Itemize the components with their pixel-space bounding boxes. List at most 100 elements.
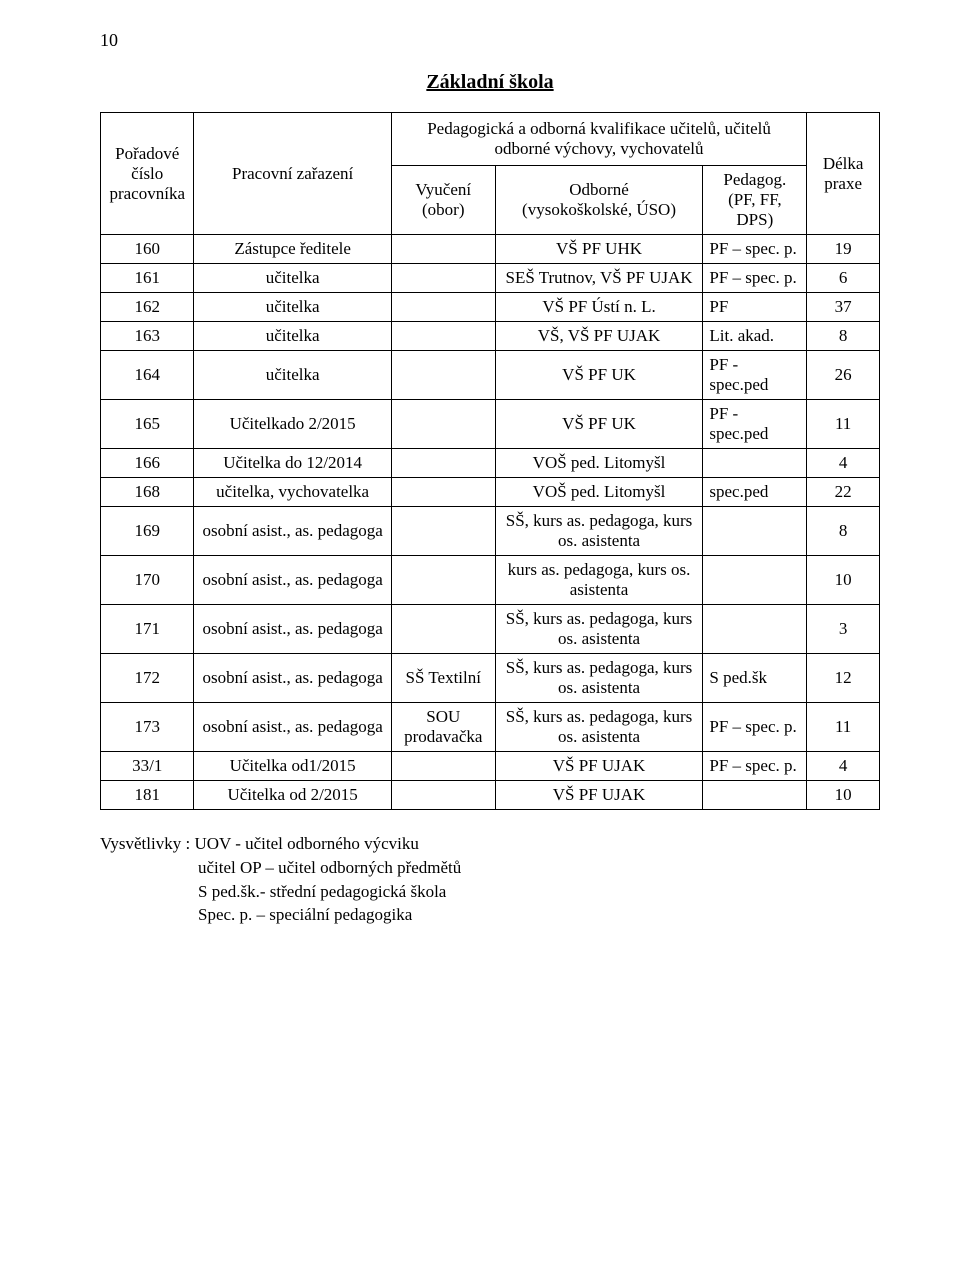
cell-number: 166 — [101, 449, 194, 478]
page-title: Základní škola — [100, 71, 880, 94]
cell-pedagogic — [703, 507, 807, 556]
table-row: 164učitelkaVŠ PF UKPF - spec.ped26 — [101, 351, 880, 400]
cell-qualification: VŠ PF UK — [495, 400, 703, 449]
table-row: 173osobní asist., as. pedagogaSOU prodav… — [101, 703, 880, 752]
cell-number: 171 — [101, 605, 194, 654]
header-text: Odborné — [569, 180, 628, 199]
legend: Vysvětlivky : UOV - učitel odborného výc… — [100, 832, 880, 927]
table-row: 161učitelka SEŠ Trutnov, VŠ PF UJAKPF – s… — [101, 264, 880, 293]
cell-pedagogic: Lit. akad. — [703, 322, 807, 351]
cell-position: učitelka, vychovatelka — [194, 478, 391, 507]
cell-training — [391, 351, 495, 400]
cell-position: učitelka — [194, 351, 391, 400]
legend-line: Spec. p. – speciální pedagogika — [100, 903, 880, 927]
cell-training — [391, 400, 495, 449]
cell-qualification: SŠ, kurs as. pedagoga, kurs os. asistent… — [495, 605, 703, 654]
cell-number: 172 — [101, 654, 194, 703]
cell-number: 169 — [101, 507, 194, 556]
header-row-1: Pořadové číslo pracovníka Pracovní zařaz… — [101, 113, 880, 166]
table-row: 168učitelka, vychovatelkaVOŠ ped. Litomy… — [101, 478, 880, 507]
cell-experience: 3 — [807, 605, 880, 654]
cell-experience: 6 — [807, 264, 880, 293]
cell-pedagogic: PF - spec.ped — [703, 351, 807, 400]
cell-position: učitelka — [194, 264, 391, 293]
cell-qualification: SŠ, kurs as. pedagoga, kurs os. asistent… — [495, 703, 703, 752]
cell-experience: 11 — [807, 703, 880, 752]
table-row: 170osobní asist., as. pedagoga kurs as. p… — [101, 556, 880, 605]
header-text: (obor) — [422, 200, 464, 219]
cell-number: 162 — [101, 293, 194, 322]
cell-position: osobní asist., as. pedagoga — [194, 605, 391, 654]
cell-experience: 11 — [807, 400, 880, 449]
cell-training — [391, 264, 495, 293]
cell-number: 170 — [101, 556, 194, 605]
legend-line: Vysvětlivky : UOV - učitel odborného výc… — [100, 832, 880, 856]
cell-pedagogic: PF - spec.ped — [703, 400, 807, 449]
header-text: Délka — [823, 154, 864, 173]
cell-number: 173 — [101, 703, 194, 752]
table-row: 171osobní asist., as. pedagoga SŠ, kurs a… — [101, 605, 880, 654]
table-row: 163učitelkaVŠ, VŠ PF UJAKLit. akad.8 — [101, 322, 880, 351]
cell-position: Zástupce ředitele — [194, 235, 391, 264]
cell-pedagogic — [703, 556, 807, 605]
cell-training — [391, 556, 495, 605]
legend-line: učitel OP – učitel odborných předmětů — [100, 856, 880, 880]
header-text: DPS) — [736, 210, 773, 229]
cell-experience: 8 — [807, 322, 880, 351]
header-text: Pedagogická a odborná kvalifikace učitel… — [427, 119, 771, 158]
cell-position: Učitelka od1/2015 — [194, 752, 391, 781]
cell-qualification: SŠ, kurs as. pedagoga, kurs os. asistent… — [495, 654, 703, 703]
cell-qualification: VŠ PF UJAK — [495, 781, 703, 810]
header-col4: Odborné (vysokoškolské, ÚSO) — [495, 166, 703, 235]
table-row: 162učitelkaVŠ PF Ústí n. L.PF37 — [101, 293, 880, 322]
header-text: Pořadové — [115, 144, 179, 163]
cell-qualification: kurs as. pedagoga, kurs os. asistenta — [495, 556, 703, 605]
page-number: 10 — [100, 30, 880, 51]
header-text: praxe — [824, 174, 862, 193]
header-text: Pedagog. — [723, 170, 786, 189]
table-row: 172osobní asist., as. pedagogaSŠ Textiln… — [101, 654, 880, 703]
cell-pedagogic: S ped.šk — [703, 654, 807, 703]
cell-pedagogic: PF – spec. p. — [703, 264, 807, 293]
cell-position: osobní asist., as. pedagoga — [194, 556, 391, 605]
cell-training — [391, 507, 495, 556]
cell-experience: 4 — [807, 449, 880, 478]
cell-number: 164 — [101, 351, 194, 400]
header-col2: Pracovní zařazení — [194, 113, 391, 235]
cell-qualification: VŠ PF UHK — [495, 235, 703, 264]
cell-training — [391, 322, 495, 351]
cell-qualification: VŠ, VŠ PF UJAK — [495, 322, 703, 351]
table-row: 165Učitelkado 2/2015VŠ PF UKPF - spec.pe… — [101, 400, 880, 449]
cell-experience: 37 — [807, 293, 880, 322]
cell-qualification: VOŠ ped. Litomyšl — [495, 449, 703, 478]
cell-position: osobní asist., as. pedagoga — [194, 654, 391, 703]
table-row: 160Zástupce řediteleVŠ PF UHKPF – spec. … — [101, 235, 880, 264]
cell-position: osobní asist., as. pedagoga — [194, 507, 391, 556]
cell-training: SŠ Textilní — [391, 654, 495, 703]
table-row: 166Učitelka do 12/2014VOŠ ped. Litomyšl4 — [101, 449, 880, 478]
cell-number: 160 — [101, 235, 194, 264]
cell-qualification: SEŠ Trutnov, VŠ PF UJAK — [495, 264, 703, 293]
cell-training — [391, 605, 495, 654]
cell-number: 168 — [101, 478, 194, 507]
cell-training: SOU prodavačka — [391, 703, 495, 752]
cell-qualification: SŠ, kurs as. pedagoga, kurs os. asistent… — [495, 507, 703, 556]
cell-training — [391, 781, 495, 810]
cell-number: 161 — [101, 264, 194, 293]
cell-pedagogic — [703, 781, 807, 810]
header-text: číslo — [131, 164, 163, 183]
cell-number: 165 — [101, 400, 194, 449]
cell-qualification: VŠ PF UJAK — [495, 752, 703, 781]
header-col6: Délka praxe — [807, 113, 880, 235]
cell-pedagogic — [703, 605, 807, 654]
header-col5: Pedagog. (PF, FF, DPS) — [703, 166, 807, 235]
legend-line: S ped.šk.- střední pedagogická škola — [100, 880, 880, 904]
cell-position: osobní asist., as. pedagoga — [194, 703, 391, 752]
cell-training — [391, 449, 495, 478]
cell-number: 33/1 — [101, 752, 194, 781]
cell-position: Učitelka od 2/2015 — [194, 781, 391, 810]
cell-experience: 8 — [807, 507, 880, 556]
cell-pedagogic: PF – spec. p. — [703, 752, 807, 781]
cell-experience: 4 — [807, 752, 880, 781]
cell-pedagogic — [703, 449, 807, 478]
